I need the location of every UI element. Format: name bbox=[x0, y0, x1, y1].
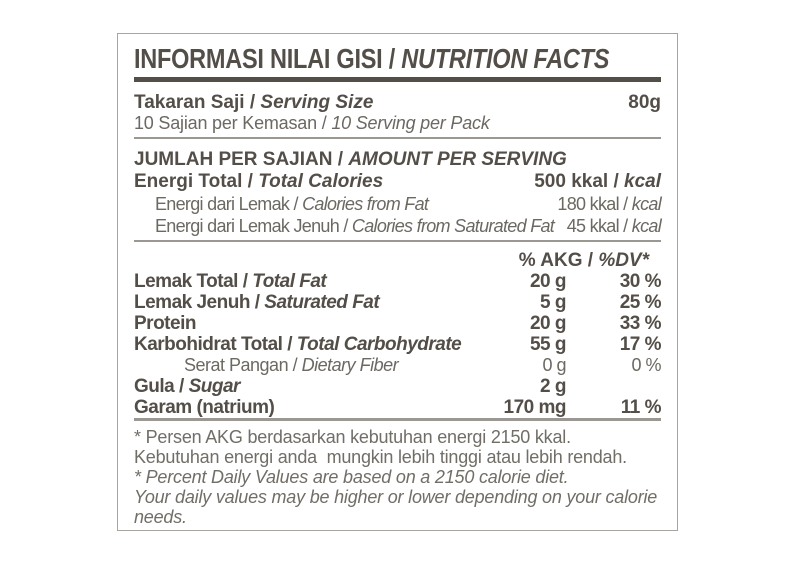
calories-from-saturated-fat-value-unit: kcal bbox=[631, 216, 662, 236]
total-calories-label-en: Total Calories bbox=[258, 171, 384, 192]
nutrient-row-total-fat: Lemak Total / Total Fat 20 g 30 % bbox=[134, 271, 662, 292]
serving-size-label: Takaran Saji / Serving Size bbox=[134, 92, 628, 113]
nutrient-label: Lemak Jenuh / Saturated Fat bbox=[134, 292, 496, 313]
nutrient-label-id: Protein bbox=[134, 313, 196, 334]
total-calories-row: Energi Total / Total Calories 500 kkal /… bbox=[134, 171, 661, 193]
nutrient-row-sugar: Gula / Sugar 2 g bbox=[134, 376, 661, 397]
amount-per-serving-heading-en: AMOUNT PER SERVING bbox=[348, 149, 567, 170]
nutrient-label-id: Karbohidrat Total / bbox=[134, 334, 297, 355]
nutrient-amount: 2 g bbox=[540, 376, 566, 397]
footnote-section: * Persen AKG berdasarkan kebutuhan energ… bbox=[134, 427, 661, 527]
nutrient-label-en: Total Fat bbox=[252, 271, 327, 292]
title-divider bbox=[134, 77, 661, 82]
nutrient-label-id: Serat Pangan / bbox=[184, 355, 302, 375]
serving-size-label-en: Serving Size bbox=[260, 92, 374, 113]
nutrient-amount: 170 mg bbox=[503, 397, 567, 418]
serving-size-value: 80g bbox=[628, 92, 661, 113]
nutrient-daily-value: 17 % bbox=[619, 334, 662, 355]
footnote-english-line1: * Percent Daily Values are based on a 21… bbox=[134, 467, 569, 487]
nutrient-label-id: Garam (natrium) bbox=[134, 397, 275, 418]
serving-section: Takaran Saji / Serving Size 80g 10 Sajia… bbox=[134, 92, 661, 133]
calories-from-fat-value-num: 180 kkal / bbox=[557, 194, 632, 214]
amount-per-serving-heading: JUMLAH PER SAJIAN / AMOUNT PER SERVING bbox=[134, 149, 661, 171]
footnote-english-line2: Your daily values may be higher or lower… bbox=[134, 487, 662, 527]
calories-from-saturated-fat-value-num: 45 kkal / bbox=[566, 216, 632, 236]
nutrient-label-en: Saturated Fat bbox=[264, 292, 380, 313]
nutrient-row-saturated-fat: Lemak Jenuh / Saturated Fat 5 g 25 % bbox=[134, 292, 662, 313]
calories-from-fat-label-id: Energi dari Lemak / bbox=[155, 194, 303, 214]
total-calories-value-unit: kcal bbox=[624, 171, 661, 192]
label-title: INFORMASI NILAI GISI / NUTRITION FACTS bbox=[134, 43, 609, 75]
daily-value-header-id: % AKG / bbox=[518, 250, 599, 271]
calories-from-fat-value-unit: kcal bbox=[631, 194, 662, 214]
calories-from-fat-row: Energi dari Lemak / Calories from Fat 18… bbox=[134, 193, 662, 215]
nutrients-section: % AKG / %DV* Lemak Total / Total Fat 20 … bbox=[134, 250, 662, 418]
nutrient-label-en: Total Carbohydrate bbox=[296, 334, 462, 355]
total-calories-label: Energi Total / Total Calories bbox=[134, 171, 534, 193]
nutrient-label: Serat Pangan / Dietary Fiber bbox=[134, 355, 496, 376]
nutrient-amount: 20 g bbox=[529, 313, 567, 334]
daily-value-header: % AKG / %DV* bbox=[134, 250, 661, 271]
total-calories-value: 500 kkal / kcal bbox=[534, 171, 661, 193]
nutrient-row-protein: Protein 20 g 33 % bbox=[134, 313, 662, 334]
amount-per-serving-section: JUMLAH PER SAJIAN / AMOUNT PER SERVING E… bbox=[134, 149, 662, 237]
nutrient-amount: 55 g bbox=[529, 334, 567, 355]
calories-from-saturated-fat-row: Energi dari Lemak Jenuh / Calories from … bbox=[134, 215, 662, 237]
nutrient-daily-value: 25 % bbox=[619, 292, 662, 313]
total-calories-label-id: Energi Total / bbox=[134, 171, 259, 192]
servings-per-pack: 10 Sajian per Kemasan / 10 Serving per P… bbox=[134, 113, 661, 133]
nutrient-label-en: Sugar bbox=[188, 376, 241, 397]
footnote-indonesian-line2: Kebutuhan energi anda mungkin lebih ting… bbox=[134, 447, 627, 467]
total-calories-value-num: 500 kkal / bbox=[534, 171, 625, 192]
calories-from-fat-value: 180 kkal / kcal bbox=[557, 193, 661, 215]
nutrient-label: Protein bbox=[134, 313, 496, 334]
footnote-divider bbox=[134, 418, 661, 421]
amount-per-serving-heading-id: JUMLAH PER SAJIAN / bbox=[134, 149, 349, 170]
nutrient-label-id: Lemak Total / bbox=[134, 271, 253, 292]
daily-value-header-en: %DV* bbox=[598, 250, 649, 271]
nutrient-daily-value: 0 % bbox=[631, 355, 661, 375]
footnote-indonesian-line1: * Persen AKG berdasarkan kebutuhan energ… bbox=[134, 427, 571, 447]
nutrient-row-dietary-fiber: Serat Pangan / Dietary Fiber 0 g 0 % bbox=[134, 355, 662, 376]
nutrient-amount: 20 g bbox=[529, 271, 567, 292]
nutrient-label-id: Lemak Jenuh / bbox=[134, 292, 265, 313]
label-title-indonesian: INFORMASI NILAI GISI / bbox=[134, 43, 402, 74]
nutrient-label: Karbohidrat Total / Total Carbohydrate bbox=[134, 334, 496, 355]
nutrient-row-total-carbohydrate: Karbohidrat Total / Total Carbohydrate 5… bbox=[134, 334, 662, 355]
serving-size-row: Takaran Saji / Serving Size 80g bbox=[134, 92, 661, 113]
calories-from-saturated-fat-label: Energi dari Lemak Jenuh / Calories from … bbox=[134, 215, 567, 237]
calories-from-fat-label-en: Calories from Fat bbox=[302, 194, 429, 214]
serving-size-label-id: Takaran Saji / bbox=[134, 92, 261, 113]
nutrient-row-sodium: Garam (natrium) 170 mg 11 % bbox=[134, 397, 662, 418]
calories-from-saturated-fat-label-en: Calories from Saturated Fat bbox=[351, 216, 555, 236]
nutrient-daily-value: 33 % bbox=[619, 313, 662, 334]
nutrient-daily-value bbox=[566, 376, 661, 397]
calories-from-saturated-fat-value: 45 kkal / kcal bbox=[566, 215, 662, 237]
servings-per-pack-en: 10 Serving per Pack bbox=[331, 113, 490, 133]
nutrient-label: Gula / Sugar bbox=[134, 376, 496, 397]
nutrient-label: Lemak Total / Total Fat bbox=[134, 271, 496, 292]
servings-per-pack-id: 10 Sajian per Kemasan / bbox=[134, 113, 332, 133]
nutrient-label-id: Gula / bbox=[134, 376, 189, 397]
nutrient-label: Garam (natrium) bbox=[134, 397, 496, 418]
serving-divider bbox=[134, 137, 661, 139]
nutrient-daily-value: 30 % bbox=[619, 271, 662, 292]
nutrient-amount: 0 g bbox=[542, 355, 566, 375]
nutrient-amount: 5 g bbox=[540, 292, 566, 313]
nutrient-label-en: Dietary Fiber bbox=[301, 355, 399, 375]
label-title-english: NUTRITION FACTS bbox=[401, 43, 610, 74]
nutrition-facts-label: INFORMASI NILAI GISI / NUTRITION FACTS T… bbox=[117, 33, 678, 531]
calories-from-fat-label: Energi dari Lemak / Calories from Fat bbox=[134, 193, 557, 215]
nutrient-daily-value: 11 % bbox=[620, 397, 662, 418]
energy-divider bbox=[134, 240, 661, 242]
calories-from-saturated-fat-label-id: Energi dari Lemak Jenuh / bbox=[155, 216, 352, 236]
